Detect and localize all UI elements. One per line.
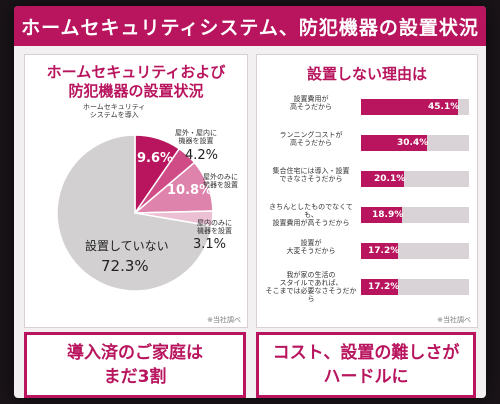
bar-chart-source: ※当社調べ (437, 316, 471, 324)
pie-chart-title-line1: ホームセキュリティおよび (46, 63, 226, 81)
bar-value-label: 18.9% (372, 210, 404, 220)
pie-chart-title-line2: 防犯機器の設置状況 (68, 82, 204, 100)
pie-chart-panel: ホームセキュリティおよび 防犯機器の設置状況 ホームセキュリティ システムを導入… (24, 54, 248, 328)
pie-slice-label-home-security: ホームセキュリティ システムを導入 (83, 103, 146, 119)
conclusion-installed-line1: 導入済のご家庭は (67, 343, 203, 363)
bar-track (361, 135, 469, 151)
pie-chart-title: ホームセキュリティおよび 防犯機器の設置状況 (25, 63, 247, 101)
bar-category-label: 集合住宅には導入・設置 できなさそうだから (272, 167, 350, 183)
pie-slice-value-indoor-outdoor: 4.2% (185, 148, 219, 163)
bar-value-label: 20.1% (374, 174, 406, 184)
bar-row: ランニングコストが 高そうだから 30.4% (263, 131, 471, 157)
conclusion-reasons-line1: コスト、設置の難しさが (272, 343, 460, 363)
bar-track (361, 171, 469, 187)
pie-chart-source: ※当社調べ (207, 316, 241, 324)
bar-category-label: 設置が 大変そうだから (286, 239, 336, 255)
bar-category-label: 我が家の生活の スタイルであれば、 そこまでは必要なさそうだから (265, 271, 357, 303)
bar-chart-panel: 設置しない理由は 設置費用が 高そうだから 45.1% ランニングコストが 高そうだから… (256, 54, 478, 328)
bar-chart-title: 設置しない理由は (306, 65, 427, 83)
bar-track (361, 243, 469, 259)
pie-slice-value-outdoor-only: 10.8% (167, 183, 213, 198)
conclusion-installed-line2: まだ3割 (103, 367, 167, 387)
pie-slice-label-outdoor-only: 屋外のみに 機器を設置 (203, 173, 238, 189)
bar-track (361, 207, 469, 223)
bar (361, 207, 402, 223)
pie-slice-not-installed (56, 134, 213, 292)
bar-value-label: 30.4% (397, 138, 429, 148)
bar-row: 集合住宅には導入・設置 できなさそうだから 20.1% (263, 167, 471, 193)
bar-track (361, 99, 469, 115)
pie-slice-value-not-installed: 72.3% (101, 257, 149, 275)
bar-category-label: ランニングコストが 高そうだから (279, 131, 343, 147)
bar-category-label: きちんとしたものでなくても、 設置費用が高そうだから (269, 203, 353, 227)
bar-row: きちんとしたものでなくても、 設置費用が高そうだから 18.9% (263, 203, 471, 229)
bar-category-label: 設置費用が 高そうだから (290, 95, 332, 111)
bar-value-label: 45.1% (428, 102, 460, 112)
conclusion-reasons-line2: ハードルに (323, 367, 409, 387)
bar-row: 我が家の生活の スタイルであれば、 そこまでは必要なさそうだから 17.2% (263, 271, 471, 303)
bar-track (361, 279, 469, 295)
slide-title: ホームセキュリティシステム、防犯機器の設置状況 (14, 6, 486, 46)
bar (361, 171, 404, 187)
pie-slice-value-indoor-only: 3.1% (193, 237, 227, 252)
bar (361, 243, 398, 259)
bar-row: 設置が 大変そうだから 17.2% (263, 239, 471, 265)
bar-value-label: 17.2% (368, 282, 400, 292)
bar-value-label: 17.2% (368, 246, 400, 256)
conclusion-reasons: コスト、設置の難しさが ハードルに (256, 332, 476, 398)
pie-slice-label-not-installed: 設置していない (85, 239, 169, 253)
bar (361, 99, 458, 115)
conclusion-installed: 導入済のご家庭は まだ3割 (24, 332, 246, 398)
pie-slice-label-indoor-outdoor: 屋外・屋内に 機器を設置 (175, 129, 217, 145)
bar-row: 設置費用が 高そうだから 45.1% (263, 95, 471, 121)
pie-slice-value-home-security: 9.6% (137, 151, 174, 166)
pie-chart (56, 134, 214, 292)
bar (361, 279, 398, 295)
bar (361, 135, 427, 151)
pie-slice-label-indoor-only: 屋内のみに 機器を設置 (197, 219, 232, 235)
presentation-slide: ホームセキュリティシステム、防犯機器の設置状況 ホームセキュリティおよび 防犯機… (14, 6, 486, 398)
